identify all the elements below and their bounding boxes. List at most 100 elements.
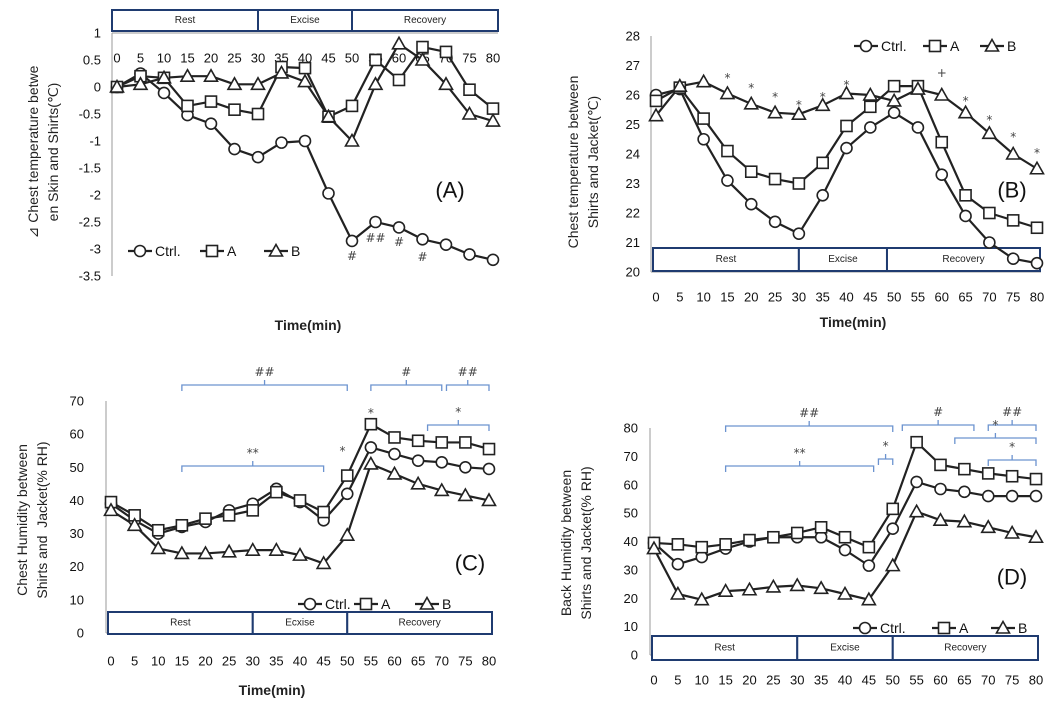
significance-mark: * — [796, 98, 802, 112]
x-tick-label: 20 — [742, 673, 756, 688]
data-point-b — [695, 73, 712, 88]
y-axis-title-line: Chest Humidity between — [14, 444, 30, 596]
y-tick-label: 60 — [70, 427, 84, 442]
legend-label: A — [950, 38, 960, 54]
y-tick-label: 22 — [626, 206, 640, 221]
significance-mark: * — [992, 418, 998, 432]
data-point-b — [339, 527, 356, 542]
x-tick-label: 0 — [652, 290, 659, 305]
x-tick-label: 15 — [718, 673, 732, 688]
data-point-ctrl — [744, 197, 758, 211]
bracket-line — [954, 433, 1037, 444]
data-point-b — [814, 97, 831, 112]
legend-item-a: A — [923, 38, 960, 54]
x-tick-label: 10 — [695, 673, 709, 688]
x-tick-label: 75 — [1005, 673, 1019, 688]
data-point-ctrl — [275, 136, 288, 149]
x-tick-label: 65 — [957, 673, 971, 688]
data-point-a — [345, 99, 359, 113]
phase-box-recovery — [351, 9, 499, 32]
significance-mark: * — [455, 405, 461, 419]
data-point-b — [1005, 145, 1022, 160]
x-tick-label: 35 — [269, 654, 283, 669]
data-point-b — [174, 545, 190, 560]
bracket-line — [181, 461, 325, 472]
data-point-a — [251, 107, 265, 121]
data-point-b — [910, 80, 926, 95]
y-tick-label: 0 — [77, 626, 84, 641]
y-tick-label: 0 — [94, 80, 101, 95]
y-tick-label: 40 — [624, 534, 638, 549]
data-point-b — [886, 92, 902, 107]
data-point-b — [457, 487, 474, 502]
significance-bracket: * — [426, 405, 490, 431]
data-point-b — [273, 64, 290, 79]
data-point-a — [364, 417, 378, 431]
bracket-line — [724, 421, 894, 432]
x-axis-title: Time(min) — [275, 317, 342, 333]
data-point-ctrl — [439, 238, 453, 251]
panel-a: Rest Excise Recovery 1 0.5 0 -0.5 -1 -1.5 -2 -2.5 -… — [25, 9, 501, 333]
x-tick-label: 30 — [792, 290, 806, 305]
significance-bracket: ## — [445, 365, 490, 391]
data-point-b — [813, 580, 829, 595]
data-point-b — [693, 591, 710, 606]
panel-d: Rest Excise Recovery 80 70 60 50 40 30 20 10 00 5 10 1… — [558, 405, 1044, 688]
data-point-ctrl — [768, 215, 782, 229]
phase-label-recovery: Recovery — [404, 15, 446, 26]
significance-mark: # — [401, 365, 411, 379]
legend-item-ctrl: Ctrl. — [853, 620, 906, 636]
x-tick-label: 5 — [674, 673, 681, 688]
data-point-a — [204, 95, 218, 108]
phase-label-excise: Excise — [828, 254, 858, 265]
data-point-b — [981, 125, 998, 140]
data-point-ctrl — [959, 209, 972, 223]
significance-mark: ** — [794, 446, 806, 460]
data-point-a — [175, 518, 189, 532]
x-tick-label: 50 — [886, 673, 900, 688]
y-tick-label: 50 — [70, 460, 84, 475]
significance-mark: # — [417, 250, 427, 264]
data-point-a — [298, 61, 312, 75]
x-tick-label: 10 — [157, 51, 171, 66]
x-tick-label: 55 — [911, 290, 925, 305]
legend-item-a: A — [200, 243, 237, 259]
bracket-line — [370, 380, 443, 391]
y-tick-label: 50 — [624, 506, 638, 521]
data-point-b — [109, 78, 125, 93]
data-point-a — [222, 509, 236, 522]
bracket-line — [724, 461, 875, 472]
y-tick-label: -3.5 — [79, 269, 101, 284]
significance-bracket: * — [987, 440, 1037, 466]
legend-item-ctrl: Ctrl. — [128, 243, 181, 259]
x-tick-label: 60 — [933, 673, 947, 688]
data-point-a — [459, 436, 472, 449]
legend-label: Ctrl. — [325, 596, 351, 612]
significance-mark: * — [772, 90, 778, 104]
x-tick-label: 80 — [1030, 290, 1044, 305]
x-tick-label: 65 — [958, 290, 972, 305]
data-point-ctrl — [322, 187, 335, 200]
data-point-ctrl — [911, 121, 925, 134]
panel-label: (B) — [997, 178, 1026, 203]
data-point-b — [461, 105, 478, 120]
data-point-a — [934, 458, 947, 472]
x-tick-label: 40 — [839, 290, 853, 305]
x-tick-label: 0 — [650, 673, 657, 688]
data-point-ctrl — [1029, 489, 1043, 503]
x-tick-label: 0 — [113, 51, 120, 66]
data-point-b — [980, 519, 997, 534]
data-point-b — [391, 35, 407, 50]
data-point-a — [1030, 221, 1044, 235]
y-tick-label: 28 — [626, 29, 640, 44]
significance-mark: ## — [1002, 405, 1022, 419]
data-point-a — [671, 538, 685, 551]
data-point-ctrl — [204, 117, 218, 131]
phase-label-rest: Rest — [175, 15, 196, 26]
y-tick-label: 70 — [70, 394, 84, 409]
data-point-b — [671, 78, 688, 92]
legend-label: A — [381, 596, 391, 612]
legend-item-a: A — [932, 620, 969, 636]
data-point-a — [935, 135, 949, 149]
data-point-b — [250, 76, 266, 91]
